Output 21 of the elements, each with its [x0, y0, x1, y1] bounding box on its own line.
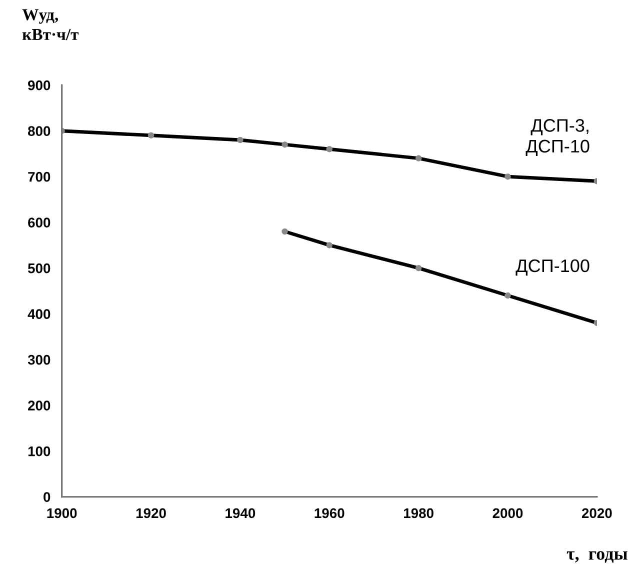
x-tick-label: 2000	[492, 508, 523, 518]
series-label: ДСП-3, ДСП-10	[526, 119, 590, 156]
y-tick-label: 800	[28, 126, 50, 136]
x-tick-label: 1960	[314, 508, 344, 518]
y-axis-title: Wуд, кВт·ч/т	[22, 9, 79, 40]
y-tick-label: 400	[28, 309, 50, 319]
y-tick-label: 700	[28, 172, 50, 182]
y-tick-label: 300	[28, 354, 50, 365]
y-tick-label: 200	[28, 400, 50, 410]
y-tick-label: 0	[44, 492, 50, 502]
x-tick-label: 1900	[47, 508, 77, 518]
y-tick-label: 100	[28, 446, 50, 456]
x-tick-label: 1980	[404, 508, 434, 518]
y-tick-label: 900	[28, 80, 50, 90]
x-tick-label: 1940	[226, 508, 256, 518]
x-tick-label: 1920	[136, 508, 166, 518]
y-tick-label: 500	[28, 263, 50, 274]
y-tick-label: 600	[28, 218, 50, 228]
x-tick-label: 2020	[582, 508, 612, 518]
x-axis-title: τ, годы	[566, 551, 628, 563]
series-label: ДСП-100	[516, 259, 590, 276]
